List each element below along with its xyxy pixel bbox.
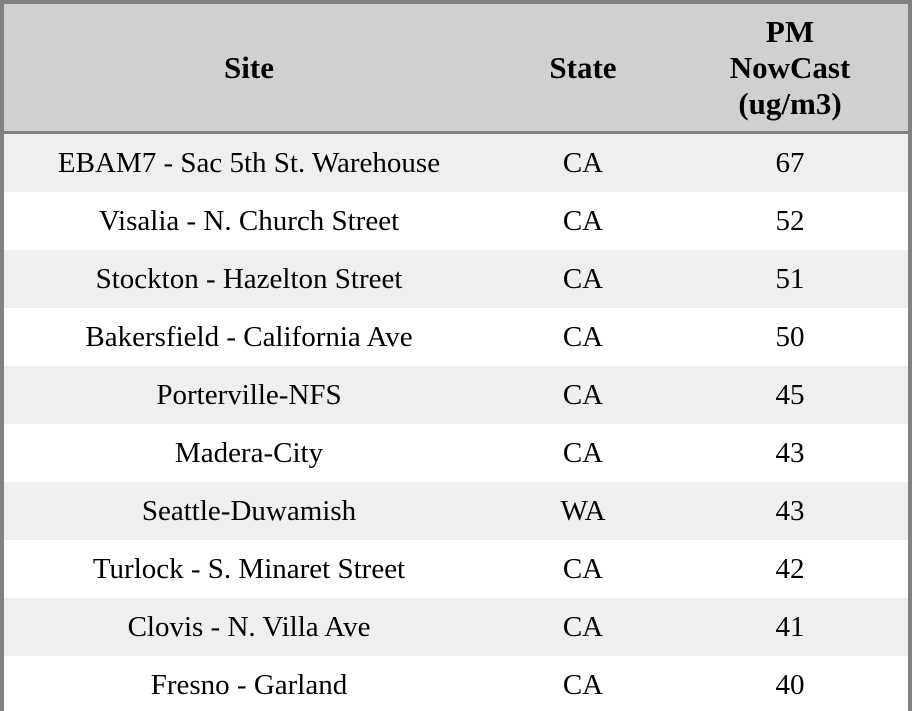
pm-nowcast-cell: 67	[775, 146, 805, 179]
header-row: Site State PM NowCast (ug/m3)	[4, 4, 908, 134]
table-row: Bakersfield - California Ave CA 50	[4, 308, 908, 366]
pm-nowcast-table: Site State PM NowCast (ug/m3) EBAM7 - Sa…	[4, 4, 908, 711]
state-cell: CA	[562, 146, 604, 179]
site-cell: Porterville-NFS	[156, 378, 342, 411]
pm-nowcast-cell: 51	[775, 262, 805, 295]
table-row: Turlock - S. Minaret Street CA 42	[4, 540, 908, 598]
site-cell: Madera-City	[174, 436, 324, 469]
pm-nowcast-cell: 40	[775, 668, 805, 701]
site-cell: Clovis - N. Villa Ave	[127, 610, 371, 643]
table-row: Stockton - Hazelton Street CA 51	[4, 250, 908, 308]
table-row: Clovis - N. Villa Ave CA 41	[4, 598, 908, 656]
column-header-state-label: State	[549, 49, 617, 85]
site-cell: EBAM7 - Sac 5th St. Warehouse	[57, 146, 441, 179]
site-cell: Bakersfield - California Ave	[85, 320, 413, 353]
column-header-state: State	[494, 4, 672, 134]
pm-nowcast-cell: 42	[775, 552, 805, 585]
state-cell: CA	[562, 320, 604, 353]
state-cell: CA	[562, 378, 604, 411]
state-cell: CA	[562, 552, 604, 585]
pm-nowcast-cell: 45	[775, 378, 805, 411]
column-header-site: Site	[4, 4, 494, 134]
table-row: Visalia - N. Church Street CA 52	[4, 192, 908, 250]
pm-nowcast-cell: 52	[775, 204, 805, 237]
column-header-pm-nowcast-label: PM NowCast (ug/m3)	[729, 13, 851, 121]
site-cell: Stockton - Hazelton Street	[95, 262, 403, 295]
pm-nowcast-cell: 50	[775, 320, 805, 353]
state-cell: CA	[562, 668, 604, 701]
pm-nowcast-cell: 43	[775, 494, 805, 527]
table-row: EBAM7 - Sac 5th St. Warehouse CA 67	[4, 132, 908, 192]
table-body: EBAM7 - Sac 5th St. Warehouse CA 67 Visalia…	[4, 132, 908, 711]
state-cell: CA	[562, 610, 604, 643]
state-cell: CA	[562, 262, 604, 295]
table-row: Porterville-NFS CA 45	[4, 366, 908, 424]
pm-nowcast-cell: 41	[775, 610, 805, 643]
site-cell: Turlock - S. Minaret Street	[92, 552, 406, 585]
pm-nowcast-cell: 43	[775, 436, 805, 469]
site-cell: Seattle-Duwamish	[141, 494, 357, 527]
table-row: Fresno - Garland CA 40	[4, 656, 908, 711]
site-cell: Visalia - N. Church Street	[98, 204, 400, 237]
column-header-site-label: Site	[224, 49, 274, 85]
site-cell: Fresno - Garland	[150, 668, 348, 701]
state-cell: WA	[560, 494, 606, 527]
state-cell: CA	[562, 436, 604, 469]
column-header-pm-nowcast: PM NowCast (ug/m3)	[672, 4, 908, 134]
table-row: Madera-City CA 43	[4, 424, 908, 482]
table-row: Seattle-Duwamish WA 43	[4, 482, 908, 540]
state-cell: CA	[562, 204, 604, 237]
